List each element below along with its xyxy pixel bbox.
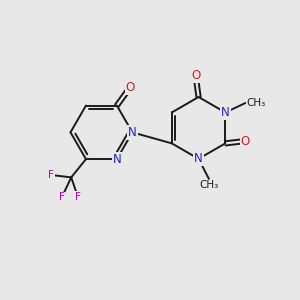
- Text: F: F: [75, 191, 81, 202]
- Text: O: O: [125, 81, 135, 94]
- Text: O: O: [191, 69, 200, 82]
- Text: N: N: [112, 153, 121, 166]
- Text: O: O: [241, 134, 250, 148]
- Text: N: N: [194, 152, 203, 165]
- Text: N: N: [128, 126, 137, 139]
- Text: F: F: [59, 192, 65, 203]
- Text: F: F: [48, 170, 54, 180]
- Text: CH₃: CH₃: [247, 98, 266, 108]
- Text: CH₃: CH₃: [199, 180, 218, 190]
- Text: N: N: [221, 106, 230, 119]
